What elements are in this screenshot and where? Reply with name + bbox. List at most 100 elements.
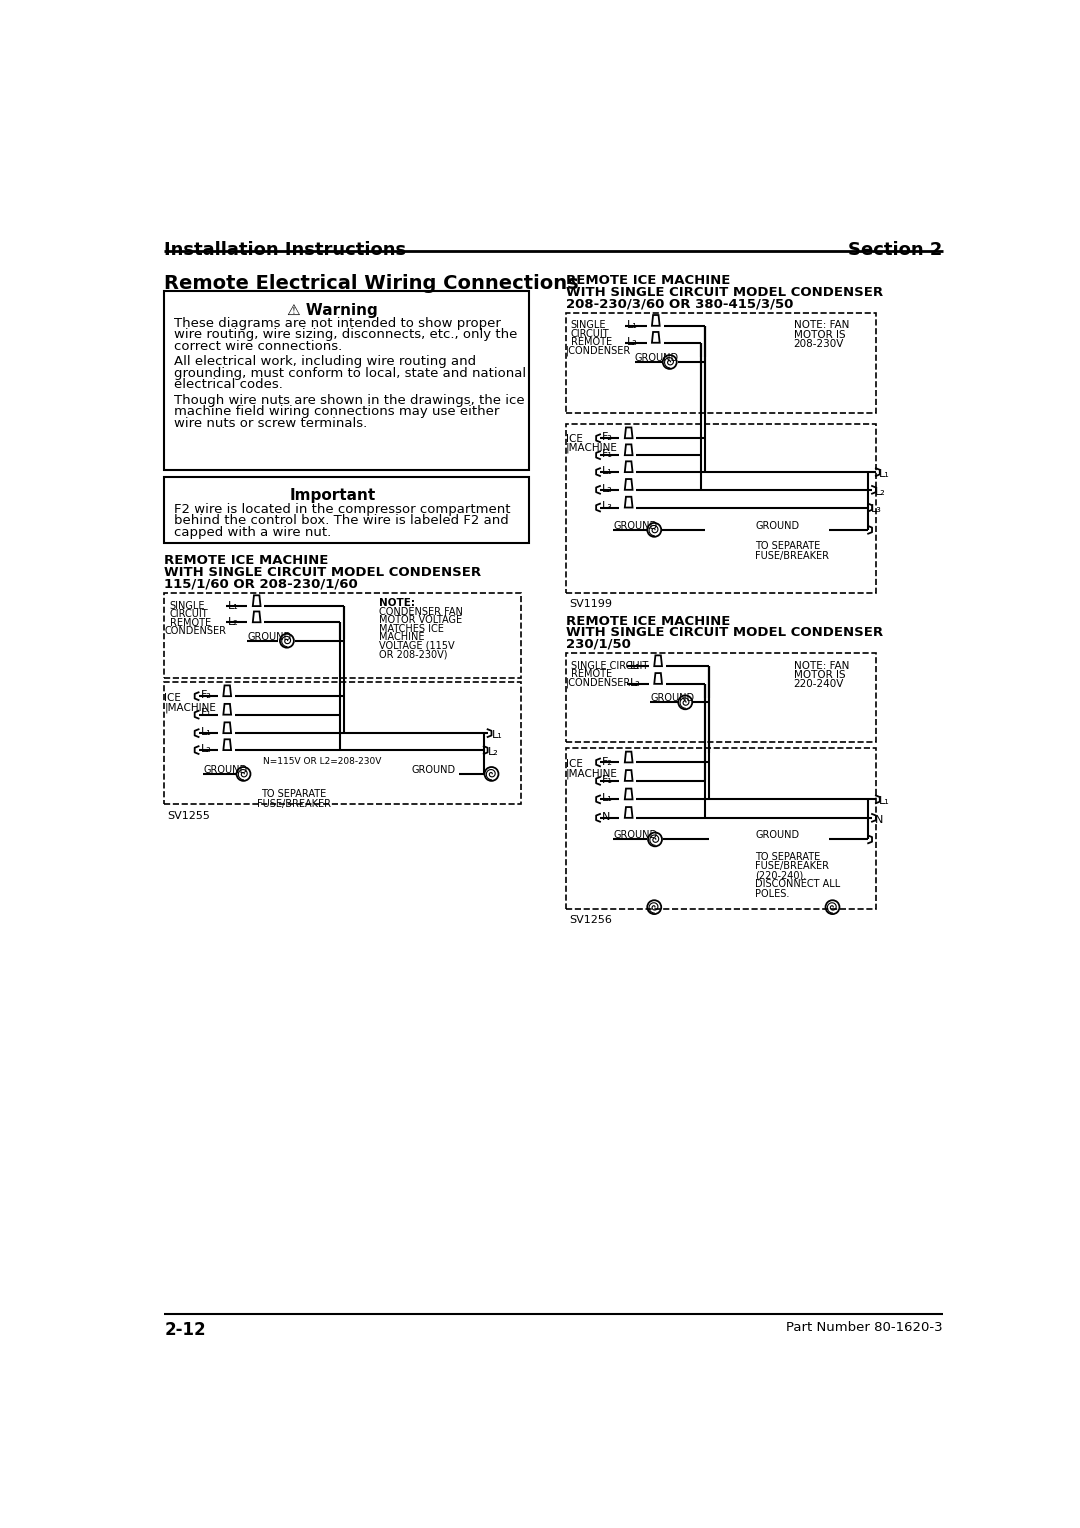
Text: TO SEPARATE: TO SEPARATE: [755, 541, 820, 552]
Text: TO SEPARATE: TO SEPARATE: [261, 790, 326, 799]
Text: L₁: L₁: [228, 601, 239, 611]
Polygon shape: [253, 611, 260, 622]
Polygon shape: [224, 740, 231, 750]
Text: GROUND: GROUND: [755, 521, 799, 530]
Text: REMOTE ICE MACHINE: REMOTE ICE MACHINE: [164, 555, 328, 567]
Polygon shape: [224, 704, 231, 715]
Text: CONDENSER: CONDENSER: [164, 626, 227, 636]
Text: F₁: F₁: [201, 709, 212, 718]
Text: GROUND: GROUND: [613, 830, 658, 840]
Bar: [566, 747, 876, 909]
Text: NOTE: FAN: NOTE: FAN: [794, 321, 849, 330]
Text: N=115V OR L2=208-230V: N=115V OR L2=208-230V: [262, 756, 381, 766]
Text: capped with a wire nut.: capped with a wire nut.: [174, 526, 330, 539]
Text: L₁: L₁: [879, 469, 890, 480]
Text: behind the control box. The wire is labeled F2 and: behind the control box. The wire is labe…: [174, 515, 509, 527]
Text: L₁: L₁: [491, 730, 502, 740]
Text: WITH SINGLE CIRCUIT MODEL CONDENSER: WITH SINGLE CIRCUIT MODEL CONDENSER: [566, 286, 883, 299]
Bar: [566, 313, 876, 413]
Text: L₁: L₁: [603, 793, 613, 804]
Polygon shape: [625, 497, 633, 507]
Text: MOTOR IS: MOTOR IS: [794, 330, 846, 339]
Text: MOTOR IS: MOTOR IS: [794, 669, 846, 680]
Text: 220-240V: 220-240V: [794, 680, 845, 689]
Bar: [164, 593, 521, 678]
Text: 230/1/50: 230/1/50: [566, 637, 631, 651]
Polygon shape: [625, 770, 633, 781]
Text: L₁: L₁: [627, 321, 638, 330]
Text: GROUND: GROUND: [755, 830, 799, 840]
Text: L₁: L₁: [201, 727, 212, 736]
Bar: [164, 292, 529, 469]
Text: L₂: L₂: [630, 678, 640, 689]
Text: MOTOR VOLTAGE: MOTOR VOLTAGE: [379, 616, 462, 625]
Text: (220-240).: (220-240).: [755, 871, 807, 880]
Text: SINGLE CIRCUIT: SINGLE CIRCUIT: [570, 660, 648, 671]
Text: ICE: ICE: [164, 694, 181, 703]
Text: 208-230V: 208-230V: [794, 339, 845, 348]
Text: FUSE/BREAKER: FUSE/BREAKER: [755, 860, 829, 871]
Text: ICE: ICE: [566, 759, 583, 769]
Text: SV1199: SV1199: [569, 599, 612, 610]
Text: CIRCUIT: CIRCUIT: [570, 329, 609, 339]
Text: FUSE/BREAKER: FUSE/BREAKER: [257, 799, 330, 808]
Bar: [164, 683, 521, 804]
Text: correct wire connections.: correct wire connections.: [174, 339, 342, 353]
Text: OR 208-230V): OR 208-230V): [379, 649, 447, 659]
Text: |CONDENSER: |CONDENSER: [566, 678, 631, 688]
Text: |CONDENSER: |CONDENSER: [566, 345, 631, 356]
Text: DISCONNECT ALL: DISCONNECT ALL: [755, 880, 840, 889]
Polygon shape: [654, 672, 662, 685]
Text: REMOTE: REMOTE: [570, 669, 611, 680]
Text: Installation Instructions: Installation Instructions: [164, 241, 406, 260]
Text: F₂: F₂: [603, 756, 613, 767]
Text: GROUND: GROUND: [411, 764, 456, 775]
Text: ⚠ Warning: ⚠ Warning: [287, 303, 378, 318]
Text: |MACHINE: |MACHINE: [164, 703, 216, 714]
Text: |MACHINE: |MACHINE: [566, 443, 618, 454]
Text: CONDENSER FAN: CONDENSER FAN: [379, 607, 463, 617]
Polygon shape: [654, 656, 662, 666]
Text: GROUND: GROUND: [613, 521, 658, 530]
Text: All electrical work, including wire routing and: All electrical work, including wire rout…: [174, 354, 476, 368]
Text: L₂: L₂: [228, 617, 239, 626]
Text: Important: Important: [289, 487, 376, 503]
Text: SV1256: SV1256: [569, 915, 612, 924]
Text: N: N: [875, 814, 883, 825]
Text: POLES.: POLES.: [755, 889, 789, 898]
Text: F₁: F₁: [603, 775, 613, 785]
Polygon shape: [625, 480, 633, 490]
Text: REMOTE ICE MACHINE: REMOTE ICE MACHINE: [566, 614, 730, 628]
Text: SINGLE: SINGLE: [170, 601, 205, 611]
Text: wire nuts or screw terminals.: wire nuts or screw terminals.: [174, 417, 367, 429]
Text: L₃: L₃: [603, 501, 613, 512]
Polygon shape: [625, 788, 633, 799]
Text: REMOTE ICE MACHINE: REMOTE ICE MACHINE: [566, 274, 730, 287]
Text: L₂: L₂: [875, 487, 886, 497]
Text: L₁: L₁: [603, 466, 613, 475]
Text: wire routing, wire sizing, disconnects, etc., only the: wire routing, wire sizing, disconnects, …: [174, 329, 517, 341]
Polygon shape: [224, 686, 231, 697]
Text: MATCHES ICE: MATCHES ICE: [379, 623, 444, 634]
Text: These diagrams are not intended to show proper: These diagrams are not intended to show …: [174, 316, 501, 330]
Text: Though wire nuts are shown in the drawings, the ice: Though wire nuts are shown in the drawin…: [174, 394, 525, 406]
Text: machine field wiring connections may use either: machine field wiring connections may use…: [174, 405, 499, 419]
Text: WITH SINGLE CIRCUIT MODEL CONDENSER: WITH SINGLE CIRCUIT MODEL CONDENSER: [566, 626, 883, 639]
Text: F₂: F₂: [603, 432, 613, 442]
Text: 208-230/3/60 OR 380-415/3/50: 208-230/3/60 OR 380-415/3/50: [566, 298, 794, 310]
Text: L₃: L₃: [872, 504, 882, 515]
Text: |MACHINE: |MACHINE: [566, 769, 618, 779]
Polygon shape: [625, 461, 633, 472]
Polygon shape: [652, 315, 660, 325]
Text: WITH SINGLE CIRCUIT MODEL CONDENSER: WITH SINGLE CIRCUIT MODEL CONDENSER: [164, 565, 482, 579]
Text: L₂: L₂: [201, 744, 212, 753]
Text: Remote Electrical Wiring Connections: Remote Electrical Wiring Connections: [164, 274, 579, 293]
Text: CIRCUIT: CIRCUIT: [170, 610, 208, 619]
Text: L₂: L₂: [603, 484, 613, 494]
Text: SV1255: SV1255: [167, 811, 211, 821]
Text: Part Number 80-1620-3: Part Number 80-1620-3: [786, 1322, 943, 1334]
Text: NOTE:: NOTE:: [379, 597, 415, 608]
Text: L₁: L₁: [630, 660, 640, 671]
Text: MACHINE: MACHINE: [379, 633, 424, 642]
Text: L₂: L₂: [627, 338, 638, 347]
